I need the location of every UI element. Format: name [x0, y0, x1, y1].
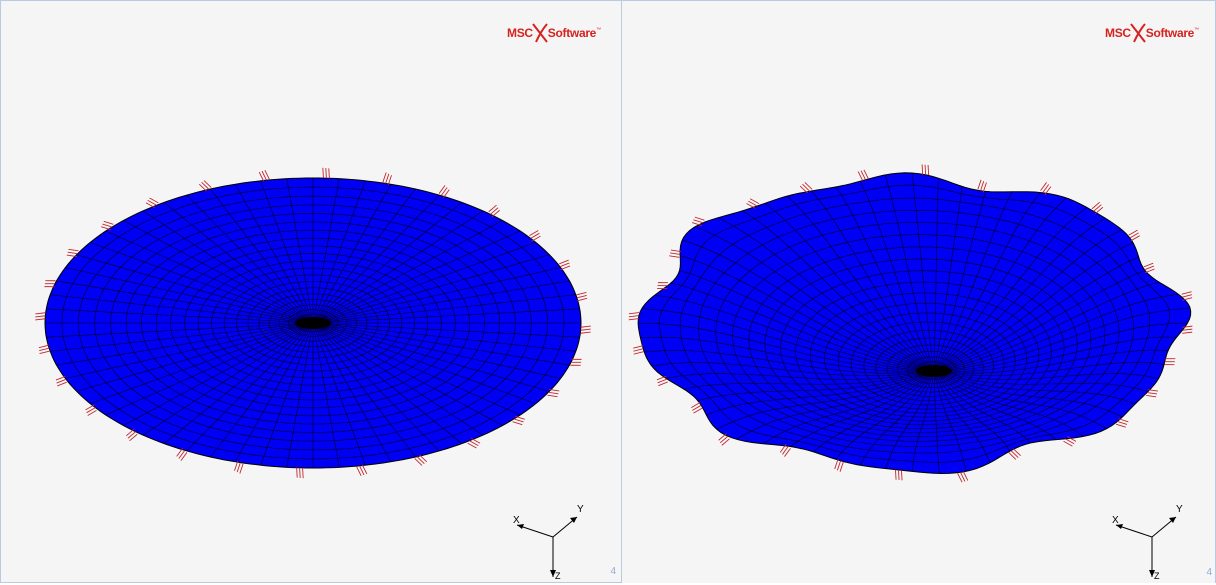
boundary-constraint-markers [628, 164, 1193, 483]
disk-mesh-undeformed[interactable] [1, 1, 621, 583]
msc-software-logo: MSC Software ™ [1105, 23, 1199, 43]
triad-y-label: Y [1176, 504, 1183, 515]
boundary-constraint-markers [35, 167, 591, 479]
mesh-hub [916, 365, 952, 377]
triad-z-label: Z [555, 571, 561, 581]
viewport-number: 4 [610, 566, 616, 577]
logo-text-software: Software [1145, 26, 1195, 40]
coordinate-triad-icon: X Y Z [1112, 504, 1183, 581]
logo-cross-icon [1129, 23, 1146, 43]
coordinate-triad-icon: X Y Z [513, 504, 584, 581]
triad-y-label: Y [577, 504, 584, 515]
logo-cross-icon [531, 23, 548, 43]
viewport-right[interactable]: MSC Software ™ X Y Z 4 [622, 0, 1216, 583]
viewport-left[interactable]: MSC Software ™ X Y Z 4 [0, 0, 622, 583]
msc-software-logo: MSC Software ™ [507, 23, 601, 43]
triad-z-label: Z [1154, 571, 1160, 581]
triad-x-label: X [513, 515, 520, 526]
logo-text-msc: MSC [507, 26, 533, 40]
mesh-hub [295, 317, 331, 329]
logo-text-msc: MSC [1105, 26, 1131, 40]
logo-trademark: ™ [596, 27, 601, 33]
disk-mesh-deformed[interactable] [622, 1, 1216, 583]
viewport-number: 4 [1206, 567, 1212, 578]
logo-text-software: Software [547, 26, 597, 40]
mesh-lines [638, 172, 1191, 474]
triad-x-label: X [1112, 515, 1119, 526]
logo-trademark: ™ [1194, 27, 1199, 33]
mesh-lines [45, 178, 581, 468]
